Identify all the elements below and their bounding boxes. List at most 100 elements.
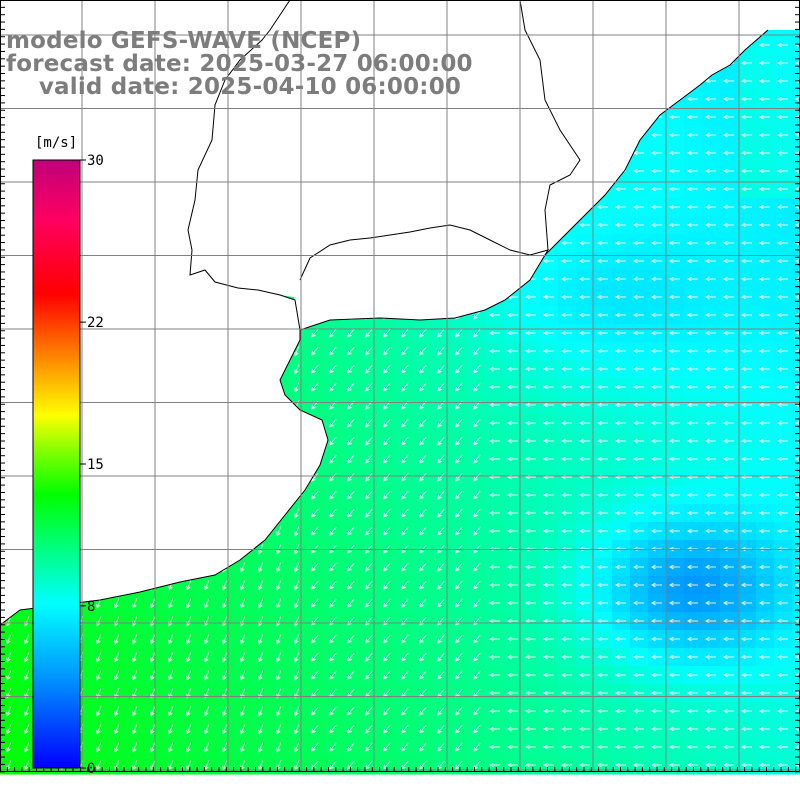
wind-arrow bbox=[365, 490, 373, 500]
wind-arrow bbox=[437, 616, 445, 626]
wind-arrow bbox=[596, 528, 608, 534]
wind-arrow bbox=[596, 654, 608, 660]
wind-arrow bbox=[668, 690, 680, 696]
coastline-segment bbox=[519, 0, 581, 251]
wind-arrow bbox=[168, 634, 174, 645]
wind-arrow bbox=[473, 382, 481, 392]
wind-arrow bbox=[6, 634, 12, 645]
wind-arrow bbox=[6, 652, 12, 663]
wind-arrow bbox=[329, 418, 337, 428]
wind-arrow bbox=[596, 438, 608, 444]
wind-arrow bbox=[776, 78, 788, 84]
wind-arrow bbox=[650, 744, 662, 750]
wind-arrow bbox=[758, 744, 770, 750]
wind-arrow bbox=[383, 670, 391, 680]
title-forecast-date: forecast date: 2025-03-27 06:00:00 bbox=[6, 51, 473, 77]
wind-arrow bbox=[401, 364, 409, 374]
wind-arrow bbox=[722, 744, 734, 750]
wind-arrow bbox=[794, 456, 800, 462]
wind-arrow bbox=[294, 526, 300, 537]
wind-arrow bbox=[437, 634, 445, 644]
wind-arrow bbox=[437, 328, 445, 338]
wind-arrow bbox=[401, 472, 409, 482]
wind-arrow bbox=[632, 294, 644, 300]
wind-arrow bbox=[542, 294, 554, 300]
wind-arrow bbox=[455, 652, 463, 662]
wind-arrow bbox=[668, 672, 680, 678]
wind-arrow bbox=[473, 454, 481, 464]
wind-arrow bbox=[132, 598, 138, 609]
wind-arrow bbox=[758, 186, 770, 192]
wind-arrow bbox=[473, 436, 481, 446]
wind-arrow bbox=[455, 742, 463, 752]
wind-arrow bbox=[524, 636, 536, 642]
wind-arrow bbox=[96, 706, 102, 717]
wind-arrow bbox=[222, 742, 228, 753]
wind-arrow bbox=[650, 582, 662, 588]
wind-arrow bbox=[596, 456, 608, 462]
wind-arrow bbox=[578, 654, 590, 660]
wind-arrow bbox=[740, 258, 752, 264]
wind-arrow bbox=[222, 580, 228, 591]
wind-arrow bbox=[668, 654, 680, 660]
wind-arrow bbox=[722, 294, 734, 300]
wind-arrow bbox=[578, 420, 590, 426]
wind-arrow bbox=[776, 294, 788, 300]
wind-arrow bbox=[365, 724, 373, 734]
wind-arrow bbox=[542, 492, 554, 498]
wind-arrow bbox=[488, 690, 500, 696]
wind-arrow bbox=[758, 690, 770, 696]
wind-arrow bbox=[419, 382, 427, 392]
wind-arrow bbox=[776, 708, 788, 714]
wind-arrow bbox=[650, 330, 662, 336]
wind-arrow bbox=[347, 472, 355, 482]
wind-arrow bbox=[704, 348, 716, 354]
wind-arrow bbox=[186, 598, 192, 609]
wind-arrow bbox=[560, 348, 572, 354]
wind-arrow bbox=[488, 564, 500, 570]
wind-arrow bbox=[150, 706, 156, 717]
wind-arrow bbox=[311, 382, 319, 392]
wind-arrow bbox=[258, 562, 264, 573]
wind-arrow bbox=[722, 222, 734, 228]
wind-arrow bbox=[758, 312, 770, 318]
wind-arrow bbox=[686, 330, 698, 336]
wind-arrow bbox=[542, 564, 554, 570]
wind-arrow bbox=[437, 562, 445, 572]
wind-arrow bbox=[437, 454, 445, 464]
wind-arrow bbox=[614, 402, 626, 408]
wind-arrow bbox=[650, 636, 662, 642]
wind-arrow bbox=[311, 634, 319, 644]
wind-arrow bbox=[506, 492, 518, 498]
wind-arrow bbox=[740, 402, 752, 408]
wind-arrow bbox=[758, 456, 770, 462]
wind-arrow bbox=[578, 690, 590, 696]
wind-arrow bbox=[794, 420, 800, 426]
wind-arrow bbox=[455, 562, 463, 572]
wind-arrow bbox=[668, 204, 680, 210]
wind-arrow bbox=[668, 708, 680, 714]
wind-arrow bbox=[596, 492, 608, 498]
wind-arrow bbox=[740, 726, 752, 732]
wind-arrow bbox=[506, 510, 518, 516]
wind-arrow bbox=[560, 762, 572, 768]
wind-arrow bbox=[740, 708, 752, 714]
wind-arrow bbox=[776, 582, 788, 588]
wind-arrow bbox=[722, 510, 734, 516]
wind-arrow bbox=[596, 294, 608, 300]
wind-arrow bbox=[204, 706, 210, 717]
wind-arrow bbox=[560, 672, 572, 678]
wind-arrow bbox=[686, 204, 698, 210]
wind-arrow bbox=[132, 724, 138, 735]
wind-arrow bbox=[542, 762, 554, 768]
wind-arrow bbox=[473, 328, 481, 338]
wind-arrow bbox=[401, 670, 409, 680]
wind-arrow bbox=[524, 312, 536, 318]
wind-arrow bbox=[294, 562, 300, 573]
wind-arrow bbox=[668, 168, 680, 174]
wind-arrow bbox=[668, 438, 680, 444]
wind-arrow bbox=[776, 726, 788, 732]
wind-arrow bbox=[776, 312, 788, 318]
wind-arrow bbox=[614, 438, 626, 444]
wind-arrow bbox=[650, 438, 662, 444]
